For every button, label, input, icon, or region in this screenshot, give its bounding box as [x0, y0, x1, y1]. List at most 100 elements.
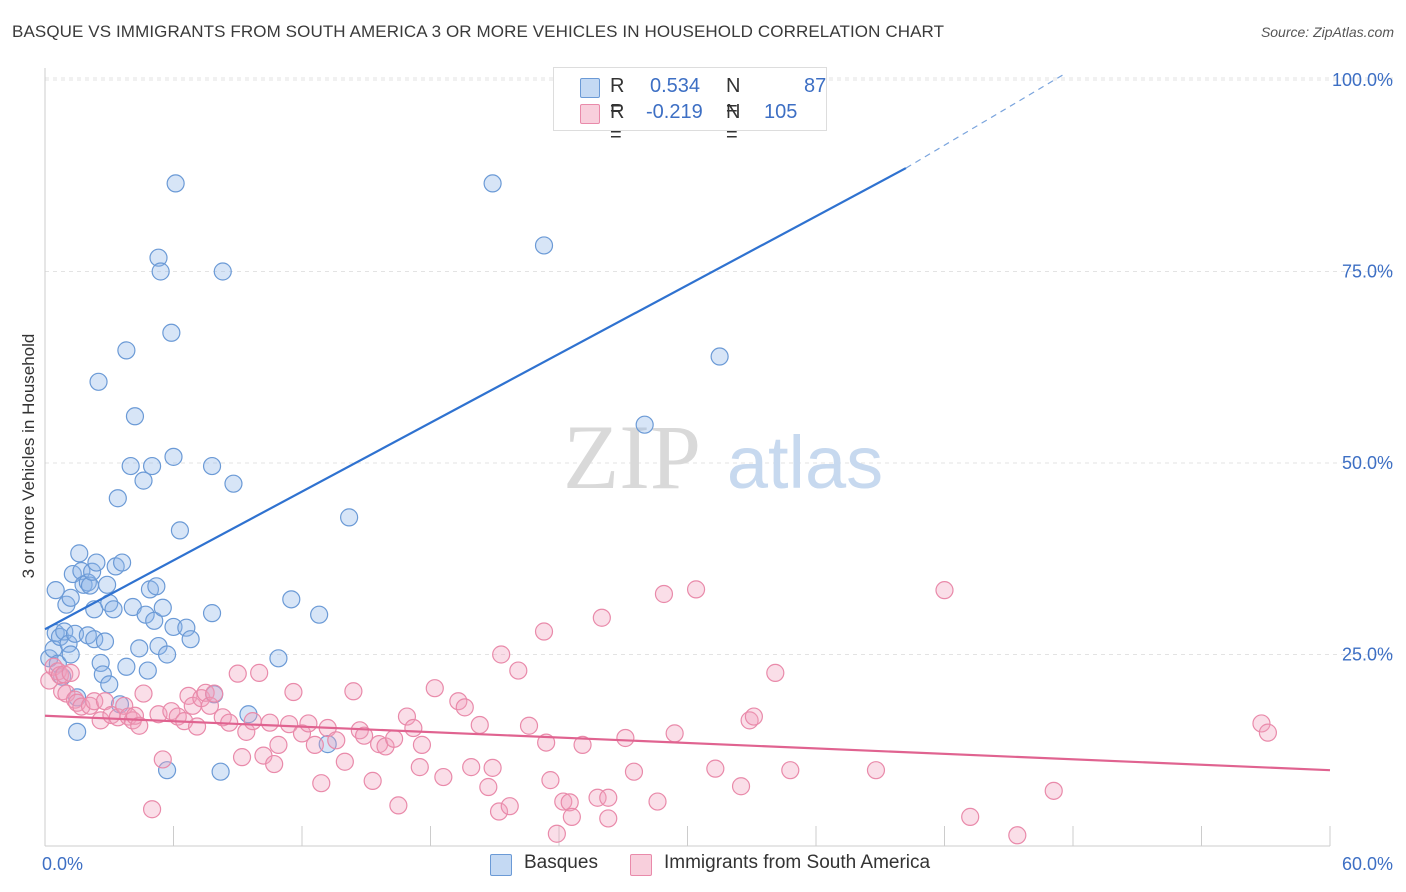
point-immigrants [410, 758, 429, 777]
point-basques [112, 553, 132, 572]
watermark-atlas: atlas [727, 421, 883, 504]
point-basques [142, 456, 162, 476]
point-basques [483, 174, 502, 193]
point-basques [125, 407, 145, 426]
bottom-legend-swatch-immigrants [630, 854, 652, 876]
point-immigrants [344, 682, 363, 701]
point-immigrants [562, 807, 581, 826]
trend-line-basques [44, 167, 907, 631]
legend-r-value: -0.219 [646, 101, 703, 123]
point-immigrants [61, 663, 80, 682]
point-immigrants [665, 724, 684, 743]
point-immigrants [489, 802, 509, 821]
point-immigrants [305, 735, 324, 754]
point-immigrants [205, 684, 224, 703]
point-immigrants [470, 715, 489, 735]
point-immigrants [483, 758, 502, 777]
point-immigrants [389, 796, 408, 815]
point-basques [269, 649, 288, 668]
axes [44, 68, 1331, 847]
point-immigrants [1258, 723, 1277, 742]
point-immigrants [935, 581, 954, 600]
legend-r-label: R = [610, 75, 625, 120]
point-immigrants [327, 731, 346, 750]
series-immigrants [40, 580, 1277, 845]
point-immigrants [425, 679, 444, 698]
point-immigrants [509, 661, 528, 680]
bottom-legend-label-basques: Basques [524, 852, 598, 873]
point-immigrants [243, 712, 262, 731]
point-basques [149, 248, 168, 267]
legend-n-label: N = [726, 75, 741, 120]
point-immigrants [624, 762, 644, 781]
point-basques [78, 573, 97, 592]
point-basques [151, 262, 170, 281]
point-immigrants [537, 733, 556, 752]
point-immigrants [142, 800, 162, 819]
point-basques [89, 372, 108, 391]
point-immigrants [434, 767, 453, 787]
tick-labels: 25.0% 50.0% 75.0% 100.0% 0.0% 60.0% [42, 70, 1393, 874]
point-immigrants [706, 759, 725, 778]
point-basques [181, 630, 200, 649]
chart-title: BASQUE VS IMMIGRANTS FROM SOUTH AMERICA … [12, 22, 945, 41]
y-axis-label: 3 or more Vehicles in Household [19, 334, 38, 579]
legend-r-label: R = [610, 101, 625, 146]
point-basques [202, 604, 222, 623]
point-immigrants [541, 771, 560, 790]
point-basques [93, 665, 112, 684]
point-basques [134, 471, 153, 490]
point-immigrants [284, 682, 303, 702]
x-tick-label: 0.0% [42, 854, 83, 874]
point-immigrants [781, 761, 800, 780]
point-immigrants [153, 750, 172, 769]
legend-n-value: 87 [804, 75, 827, 97]
point-immigrants [250, 663, 269, 682]
point-immigrants [616, 728, 635, 748]
point-immigrants [766, 663, 785, 682]
point-immigrants [384, 729, 404, 748]
point-basques [147, 577, 166, 596]
bottom-legend-label-immigrants: Immigrants from South America [664, 852, 931, 873]
point-basques [98, 575, 117, 594]
point-basques [177, 618, 196, 637]
point-basques [91, 653, 110, 673]
point-immigrants [455, 698, 474, 717]
point-immigrants [961, 807, 980, 826]
watermark-zip: ZIP [563, 406, 701, 508]
point-basques [95, 632, 115, 651]
point-immigrants [260, 713, 279, 732]
point-basques [211, 762, 230, 781]
point-basques [170, 521, 190, 540]
point-basques [104, 600, 123, 619]
point-immigrants [599, 809, 618, 828]
point-immigrants [1252, 714, 1271, 733]
point-basques [83, 562, 102, 581]
point-basques [145, 611, 164, 630]
point-basques [61, 588, 80, 607]
point-immigrants [599, 788, 618, 807]
point-immigrants [312, 774, 331, 793]
legend-n-label: N = [726, 101, 741, 146]
point-basques [153, 598, 172, 617]
series-basques [40, 70, 768, 781]
point-immigrants [866, 761, 886, 780]
point-immigrants [744, 707, 763, 726]
point-basques [68, 722, 87, 741]
point-immigrants [404, 718, 423, 738]
legend-n-value: 105 [764, 101, 798, 123]
point-basques [318, 735, 337, 754]
point-basques [202, 456, 222, 476]
point-basques [87, 553, 106, 572]
point-basques [157, 761, 177, 780]
point-basques [157, 645, 177, 664]
point-immigrants [85, 692, 104, 711]
point-immigrants [462, 758, 481, 777]
point-immigrants [412, 735, 432, 754]
y-tick-label: 25.0% [1342, 645, 1393, 665]
point-immigrants [560, 793, 579, 812]
point-immigrants [187, 717, 207, 736]
bottom-legend-immigrants: Immigrants from South America [630, 852, 931, 876]
trend-lines [44, 73, 1331, 772]
legend-swatch-immigrants [580, 104, 600, 124]
